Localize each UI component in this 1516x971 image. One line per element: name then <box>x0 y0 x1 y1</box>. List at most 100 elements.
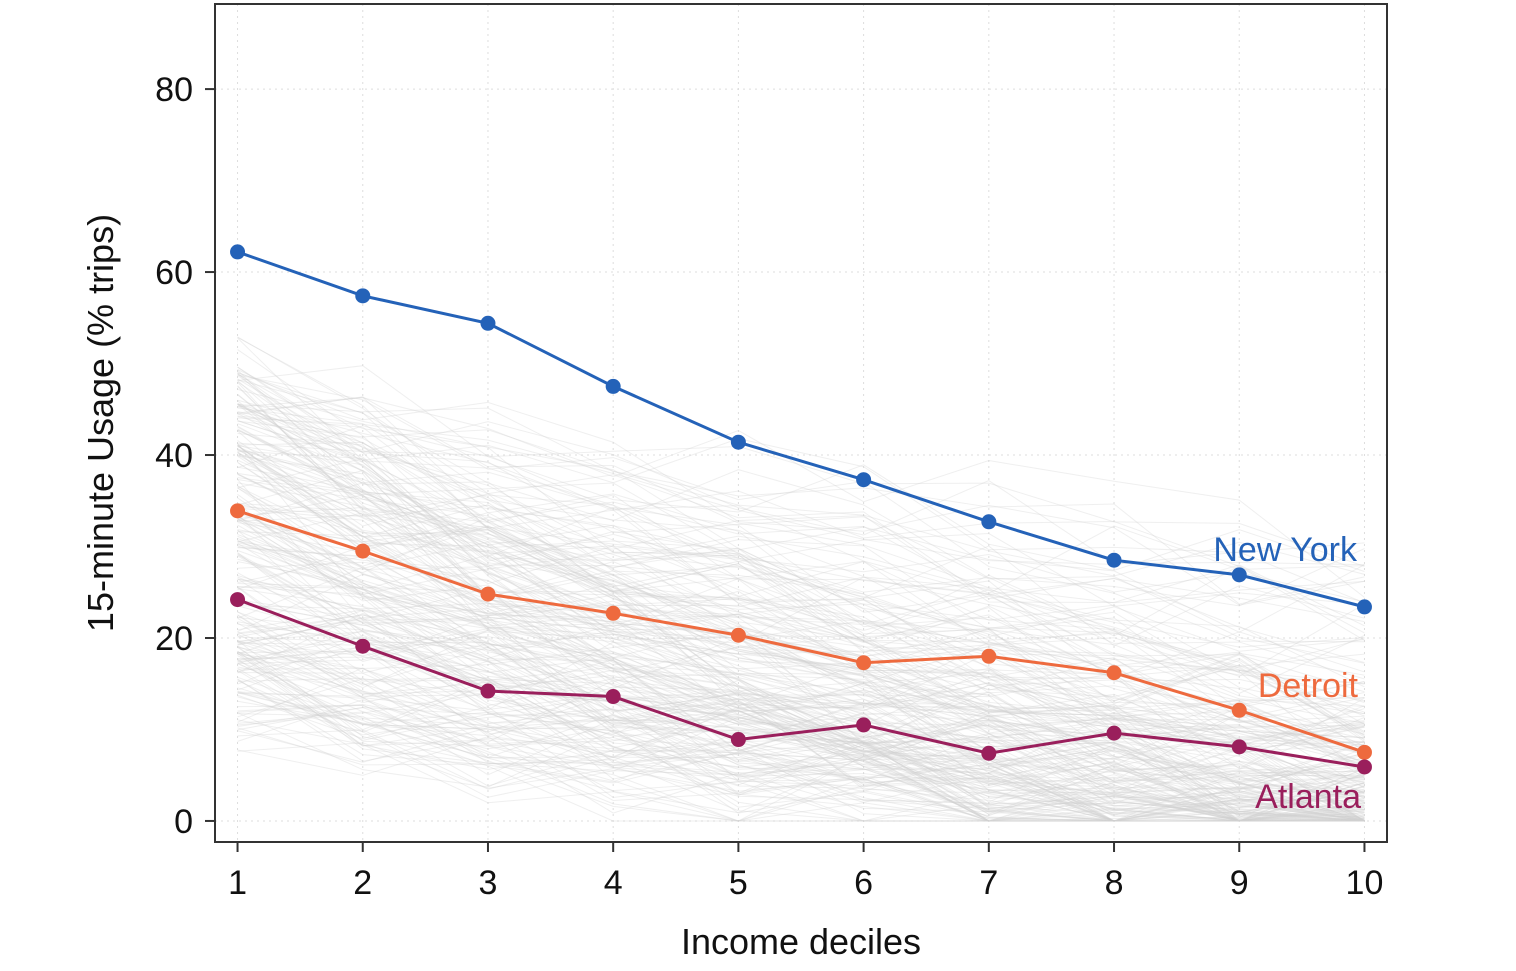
data-point-detroit <box>1356 744 1372 760</box>
background-line <box>237 641 1365 753</box>
background-line <box>237 633 1365 822</box>
y-tick-label: 80 <box>155 71 193 109</box>
background-line <box>237 426 1365 822</box>
background-line <box>237 609 1365 822</box>
background-line <box>237 616 1365 770</box>
axes: 1 2 3 4 5 6 7 8 9 10 0 20 40 60 80 <box>155 71 1383 902</box>
data-point-detroit <box>355 543 371 559</box>
background-line <box>237 494 1365 603</box>
background-line <box>237 449 1365 694</box>
background-line <box>237 561 1365 703</box>
background-line <box>237 443 1365 740</box>
background-line <box>237 473 1365 702</box>
background-line <box>237 651 1365 794</box>
background-line <box>237 704 1365 822</box>
background-line <box>237 535 1365 753</box>
background-line <box>237 512 1365 766</box>
data-point-atlanta <box>1231 739 1247 755</box>
background-line <box>237 428 1365 784</box>
background-line <box>237 677 1365 822</box>
x-tick-label: 7 <box>979 864 998 902</box>
data-point-detroit <box>856 655 872 671</box>
x-axis-label: Income deciles <box>681 921 921 962</box>
background-line <box>237 719 1365 822</box>
background-line <box>237 487 1365 822</box>
data-point-detroit <box>1231 702 1247 718</box>
background-line <box>237 656 1365 755</box>
background-line <box>237 614 1365 822</box>
background-line <box>237 461 1365 822</box>
data-point-new-york <box>480 315 496 331</box>
background-line <box>237 380 1365 763</box>
background-line <box>237 607 1365 770</box>
background-line <box>237 529 1365 740</box>
background-line <box>237 640 1365 822</box>
background-line <box>237 529 1365 810</box>
background-line <box>237 369 1365 667</box>
background-line <box>237 634 1365 747</box>
background-line <box>237 642 1365 822</box>
background-line <box>237 451 1365 734</box>
background-line <box>237 430 1365 822</box>
data-point-atlanta <box>605 689 621 705</box>
background-line <box>237 614 1365 785</box>
background-line <box>237 516 1365 822</box>
y-tick-label: 40 <box>155 437 193 475</box>
background-line <box>237 406 1365 664</box>
background-line <box>237 372 1365 607</box>
background-line <box>237 645 1365 822</box>
background-line <box>237 545 1365 677</box>
background-line <box>237 631 1365 798</box>
background-line <box>237 676 1365 822</box>
background-line <box>237 461 1365 779</box>
background-line <box>237 522 1365 738</box>
background-line <box>237 433 1365 803</box>
background-line <box>237 650 1365 822</box>
background-line <box>237 448 1365 685</box>
x-tick-label: 1 <box>228 864 247 902</box>
background-line <box>237 636 1365 781</box>
background-line <box>237 691 1365 807</box>
background-line <box>237 650 1365 822</box>
background-line <box>237 448 1365 746</box>
background-line <box>237 425 1365 822</box>
background-line <box>237 617 1365 822</box>
data-point-new-york <box>605 378 621 394</box>
background-line <box>237 713 1365 813</box>
background-line <box>237 636 1365 822</box>
background-line <box>237 687 1365 822</box>
background-line <box>237 644 1365 809</box>
background-line <box>237 407 1365 753</box>
background-line <box>237 494 1365 822</box>
background-line <box>237 458 1365 647</box>
background-line <box>237 634 1365 755</box>
background-line <box>237 410 1365 744</box>
background-line <box>237 727 1365 822</box>
background-line <box>237 555 1365 822</box>
background-line <box>237 605 1365 822</box>
background-line <box>237 617 1365 822</box>
data-point-detroit <box>230 503 246 519</box>
background-line <box>237 582 1365 725</box>
background-line <box>237 646 1365 822</box>
background-line <box>237 482 1365 821</box>
data-point-atlanta <box>355 638 371 654</box>
background-line <box>237 420 1365 554</box>
background-line <box>237 729 1365 822</box>
series-line-detroit <box>237 509 1365 754</box>
background-line <box>237 578 1365 820</box>
data-point-new-york <box>230 244 246 260</box>
background-line <box>237 366 1365 822</box>
background-line <box>237 552 1365 679</box>
series-label-new-york: New York <box>1213 531 1358 569</box>
data-point-atlanta <box>981 745 997 761</box>
background-line <box>237 469 1365 708</box>
background-line <box>237 663 1365 808</box>
background-line <box>237 429 1365 822</box>
background-line <box>237 572 1365 822</box>
background-line <box>237 472 1365 739</box>
background-line <box>237 374 1365 643</box>
data-point-new-york <box>730 434 746 450</box>
background-line <box>237 507 1365 652</box>
background-line <box>237 394 1365 804</box>
